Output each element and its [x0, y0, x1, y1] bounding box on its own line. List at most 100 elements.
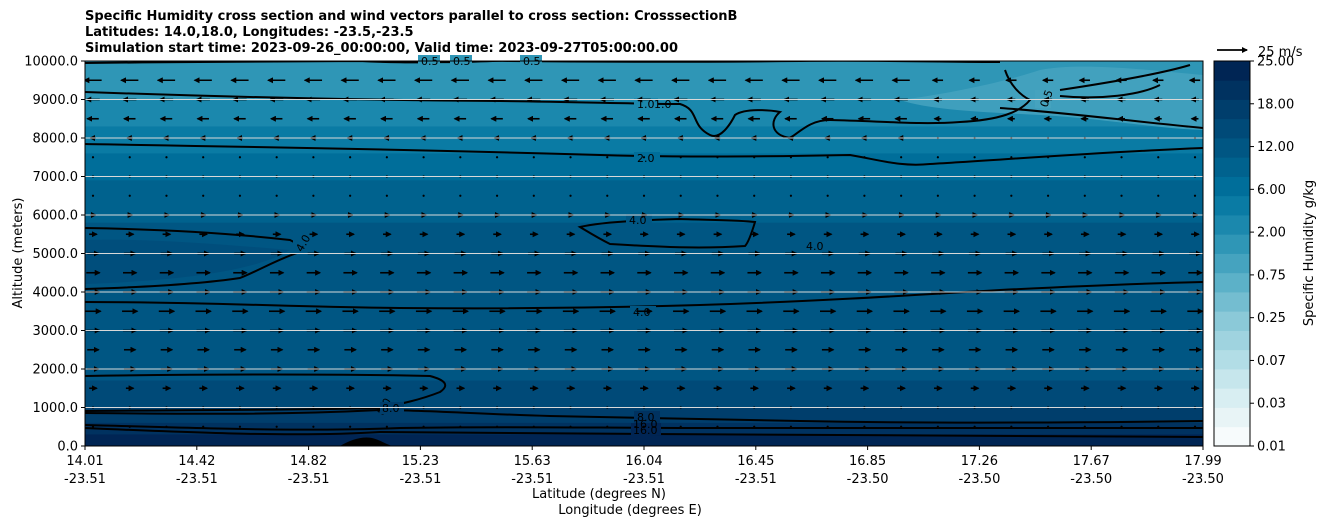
x-tick-label-lat: 16.85 — [849, 454, 886, 469]
wind-vector — [91, 194, 95, 197]
wind-vector — [385, 156, 388, 159]
colorbar-segment — [1214, 388, 1250, 408]
colorbar-segment — [1214, 272, 1250, 293]
wind-vector — [385, 194, 388, 197]
wind-vector — [349, 194, 352, 197]
x-axis: 14.01 -23.51 14.42 -23.51 14.82 -23.51 15.23 -2… — [64, 446, 1224, 487]
colorbar-tick-label: 0.03 — [1257, 397, 1286, 412]
wind-vector — [679, 194, 682, 197]
y-axis-label: Altitude (meters) — [11, 198, 26, 309]
wind-vector — [349, 156, 352, 159]
colorbar-segment — [1214, 407, 1250, 428]
x-tick-label-lat: 16.45 — [737, 454, 774, 469]
wind-vector — [973, 425, 976, 428]
wind-vector — [91, 156, 95, 159]
wind-vector — [495, 156, 499, 159]
wind-vector — [606, 425, 609, 428]
wind-vector — [459, 194, 462, 197]
wind-key-label: 25 m/s — [1258, 45, 1303, 60]
wind-vector — [165, 156, 168, 159]
y-tick-label: 5000.0 — [33, 247, 79, 262]
wind-vector — [973, 156, 976, 159]
wind-vector — [642, 156, 646, 159]
wind-vector — [753, 156, 756, 159]
contour-line — [1059, 64, 1191, 99]
colorbar-segment — [1214, 118, 1250, 139]
contour-line — [85, 427, 1203, 438]
wind-vector — [459, 156, 462, 159]
colorbar-tick-label: 0.75 — [1257, 268, 1286, 283]
wind-vector — [1120, 194, 1123, 197]
colorbar-segment — [1214, 61, 1250, 81]
wind-vector — [1157, 194, 1160, 197]
wind-vector — [606, 194, 609, 197]
wind-vector — [532, 194, 535, 197]
contour-line — [85, 424, 1203, 431]
wind-vector — [1157, 156, 1160, 159]
wind-vector — [128, 194, 131, 197]
wind-vector — [312, 156, 315, 159]
x-tick-label-lon: -23.51 — [735, 472, 777, 487]
contour-label: 1.0 — [654, 98, 672, 111]
wind-vector — [642, 194, 646, 197]
contour-label: 2.0 — [637, 152, 655, 165]
x-tick-label-lat: 17.99 — [1184, 454, 1221, 469]
x-tick-label-lat: 17.67 — [1073, 454, 1110, 469]
wind-vector — [238, 425, 242, 428]
wind-vector — [495, 425, 499, 428]
colorbar-tick-label: 18.00 — [1257, 97, 1294, 112]
wind-vector — [1010, 425, 1013, 428]
wind-vector — [312, 425, 315, 428]
wind-vector — [753, 194, 756, 197]
contour-label: 16.0 — [633, 424, 658, 437]
contour-label: 4.0 — [629, 214, 647, 227]
wind-vector — [569, 425, 572, 428]
colorbar-segment — [1214, 311, 1250, 331]
contour-label: 8.0 — [382, 402, 400, 415]
wind-vector — [863, 194, 866, 197]
y-axis: 0.0 1000.0 2000.0 3000.0 4000.0 5000.0 6000.0 7… — [24, 55, 85, 455]
colorbar-tick-label: 6.00 — [1257, 183, 1286, 198]
humidity-band — [85, 126, 1203, 154]
contour-label: 4.0 — [806, 240, 824, 253]
x-tick-label-lat: 15.23 — [402, 454, 439, 469]
x-tick-label-lon: -23.51 — [399, 472, 441, 487]
wind-vector — [679, 425, 682, 428]
wind-vector — [826, 425, 829, 428]
wind-vector — [973, 194, 976, 197]
wind-vector — [1193, 156, 1197, 159]
wind-vector — [679, 156, 682, 159]
y-tick-label: 0.0 — [57, 440, 78, 455]
wind-vector — [459, 425, 462, 428]
colorbar: 0.01 0.03 0.07 0.25 0.75 2.00 6.00 12.00 18.00 25… — [1213, 55, 1294, 455]
x-tick-label-lat: 14.42 — [178, 454, 215, 469]
wind-vector — [826, 194, 829, 197]
wind-vector — [1083, 194, 1086, 197]
wind-vector — [128, 425, 131, 428]
wind-vector — [716, 425, 719, 428]
wind-vector — [1010, 156, 1013, 159]
wind-vector — [422, 156, 425, 159]
contour-line — [999, 107, 1203, 129]
wind-vector — [1083, 425, 1086, 428]
humidity-contours — [85, 61, 1203, 446]
wind-vector — [789, 156, 793, 159]
y-tick-label: 8000.0 — [33, 132, 79, 147]
wind-vector — [495, 194, 499, 197]
wind-vector — [569, 194, 572, 197]
y-tick-label: 4000.0 — [33, 286, 79, 301]
y-tick-label: 7000.0 — [33, 170, 79, 185]
chart-title: Specific Humidity cross section and wind… — [85, 9, 738, 24]
wind-vector — [312, 194, 315, 197]
x-tick-label-lat: 16.04 — [625, 454, 662, 469]
colorbar-tick-label: 0.07 — [1257, 354, 1286, 369]
colorbar-segment — [1214, 349, 1250, 370]
wind-vector — [863, 156, 866, 159]
y-tick-label: 3000.0 — [33, 324, 79, 339]
terrain-bump — [340, 437, 392, 446]
wind-vector — [900, 194, 903, 197]
wind-vector — [1193, 425, 1197, 428]
y-tick-label: 2000.0 — [33, 363, 79, 378]
chart-subtitle-times: Simulation start time: 2023-09-26_00:00:… — [85, 41, 678, 56]
